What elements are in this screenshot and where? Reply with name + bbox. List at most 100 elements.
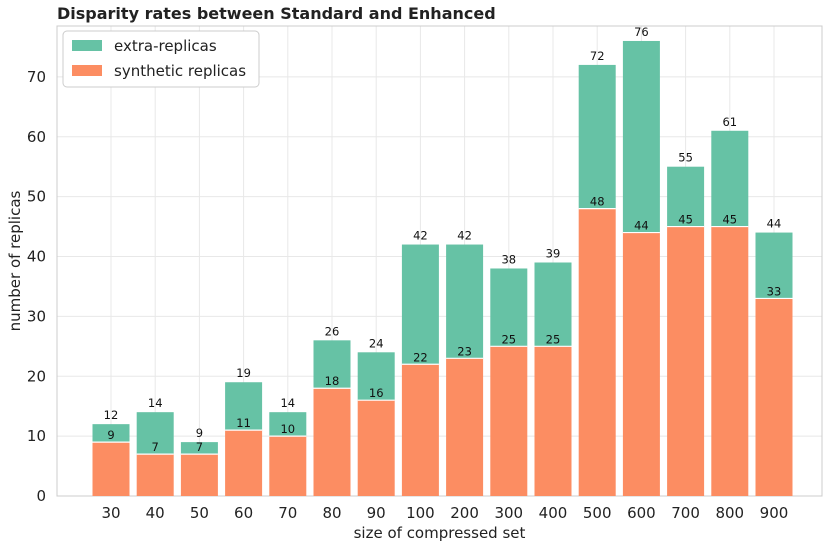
bar-synthetic-replicas xyxy=(490,346,528,496)
x-tick-label: 70 xyxy=(278,504,297,522)
legend-swatch-extra-replicas xyxy=(72,40,102,51)
legend-label-synthetic-replicas: synthetic replicas xyxy=(114,62,246,80)
x-axis-label: size of compressed set xyxy=(354,524,526,542)
synthetic-value-label: 23 xyxy=(457,344,472,358)
bar-extra-replicas xyxy=(490,268,528,347)
x-tick-label: 90 xyxy=(367,504,386,522)
bar-extra-replicas xyxy=(92,424,130,443)
total-value-label: 42 xyxy=(413,229,428,243)
legend-box xyxy=(62,30,260,88)
data-labels: 1291479719111410261824164222422338253925… xyxy=(104,25,782,454)
total-value-label: 24 xyxy=(369,336,384,350)
total-value-label: 14 xyxy=(148,396,163,410)
x-tick-label: 50 xyxy=(190,504,209,522)
bar-synthetic-replicas xyxy=(446,358,484,496)
x-tick-label: 80 xyxy=(322,504,341,522)
synthetic-value-label: 22 xyxy=(413,350,428,364)
y-axis-label: number of replicas xyxy=(6,190,24,331)
y-tick-labels: 0 10 20 30 40 50 60 70 xyxy=(27,68,46,505)
x-tick-label: 800 xyxy=(715,504,744,522)
y-tick-label: 10 xyxy=(27,427,46,445)
bar-extra-replicas xyxy=(755,232,793,299)
bar-synthetic-replicas xyxy=(711,226,749,496)
x-tick-label: 40 xyxy=(146,504,165,522)
bar-synthetic-replicas xyxy=(755,298,793,496)
total-value-label: 19 xyxy=(236,366,251,380)
bar-extra-replicas xyxy=(667,166,705,227)
x-tick-label: 60 xyxy=(234,504,253,522)
bar-extra-replicas xyxy=(136,412,174,455)
bar-extra-replicas xyxy=(401,244,439,365)
synthetic-value-label: 9 xyxy=(107,428,114,442)
x-tick-label: 600 xyxy=(627,504,656,522)
total-value-label: 76 xyxy=(634,25,649,39)
y-tick-label: 70 xyxy=(27,68,46,86)
total-value-label: 38 xyxy=(501,252,516,266)
bar-synthetic-replicas xyxy=(667,226,705,496)
x-tick-label: 900 xyxy=(760,504,789,522)
chart-title: Disparity rates between Standard and Enh… xyxy=(57,4,496,23)
total-value-label: 14 xyxy=(280,396,295,410)
synthetic-value-label: 33 xyxy=(767,284,782,298)
x-tick-label: 100 xyxy=(406,504,435,522)
y-tick-label: 40 xyxy=(27,248,46,266)
x-tick-label: 200 xyxy=(450,504,479,522)
y-tick-label: 30 xyxy=(27,307,46,325)
bar-synthetic-replicas xyxy=(401,364,439,496)
x-tick-label: 500 xyxy=(583,504,612,522)
synthetic-value-label: 7 xyxy=(196,440,203,454)
synthetic-value-label: 16 xyxy=(369,386,384,400)
x-tick-label: 400 xyxy=(539,504,568,522)
bars xyxy=(92,40,793,497)
total-value-label: 9 xyxy=(196,426,203,440)
bar-synthetic-replicas xyxy=(92,442,130,496)
bar-extra-replicas xyxy=(313,340,351,389)
legend-label-extra-replicas: extra-replicas xyxy=(114,37,217,55)
total-value-label: 44 xyxy=(767,217,782,231)
synthetic-value-label: 25 xyxy=(546,332,561,346)
bar-extra-replicas xyxy=(534,262,572,347)
y-tick-label: 60 xyxy=(27,128,46,146)
total-value-label: 61 xyxy=(722,115,737,129)
y-tick-label: 20 xyxy=(27,367,46,385)
synthetic-value-label: 45 xyxy=(678,213,693,227)
synthetic-value-label: 45 xyxy=(722,213,737,227)
bar-extra-replicas xyxy=(578,64,616,209)
bar-extra-replicas xyxy=(225,382,263,431)
bar-synthetic-replicas xyxy=(225,430,263,496)
synthetic-value-label: 7 xyxy=(152,440,159,454)
synthetic-value-label: 18 xyxy=(325,374,340,388)
legend: extra-replicas synthetic replicas xyxy=(62,30,260,88)
plot-frame xyxy=(56,25,823,497)
bar-extra-replicas xyxy=(711,130,749,227)
total-value-label: 26 xyxy=(325,324,340,338)
bar-synthetic-replicas xyxy=(180,454,218,496)
x-tick-label: 300 xyxy=(494,504,523,522)
synthetic-value-label: 11 xyxy=(236,416,251,430)
synthetic-value-label: 48 xyxy=(590,195,605,209)
total-value-label: 12 xyxy=(104,408,119,422)
total-value-label: 39 xyxy=(546,246,561,260)
bar-synthetic-replicas xyxy=(578,208,616,497)
x-tick-label: 30 xyxy=(101,504,120,522)
y-tick-label: 50 xyxy=(27,188,46,206)
bar-synthetic-replicas xyxy=(136,454,174,496)
bar-synthetic-replicas xyxy=(534,346,572,496)
bar-extra-replicas xyxy=(622,40,660,233)
bar-synthetic-replicas xyxy=(622,232,660,496)
synthetic-value-label: 25 xyxy=(501,332,516,346)
bar-extra-replicas xyxy=(269,412,307,437)
bar-synthetic-replicas xyxy=(269,436,307,496)
bar-extra-replicas xyxy=(180,442,218,455)
bar-synthetic-replicas xyxy=(313,388,351,496)
legend-swatch-synthetic-replicas xyxy=(72,65,102,76)
bar-synthetic-replicas xyxy=(357,400,395,496)
y-tick-label: 0 xyxy=(36,487,46,505)
bar-extra-replicas xyxy=(357,352,395,401)
total-value-label: 42 xyxy=(457,229,472,243)
x-tick-labels: 30 40 50 60 70 80 90 100 200 300 400 500 600 700 800 90… xyxy=(101,504,788,522)
total-value-label: 72 xyxy=(590,49,605,63)
synthetic-value-label: 44 xyxy=(634,219,649,233)
synthetic-value-label: 10 xyxy=(280,422,295,436)
